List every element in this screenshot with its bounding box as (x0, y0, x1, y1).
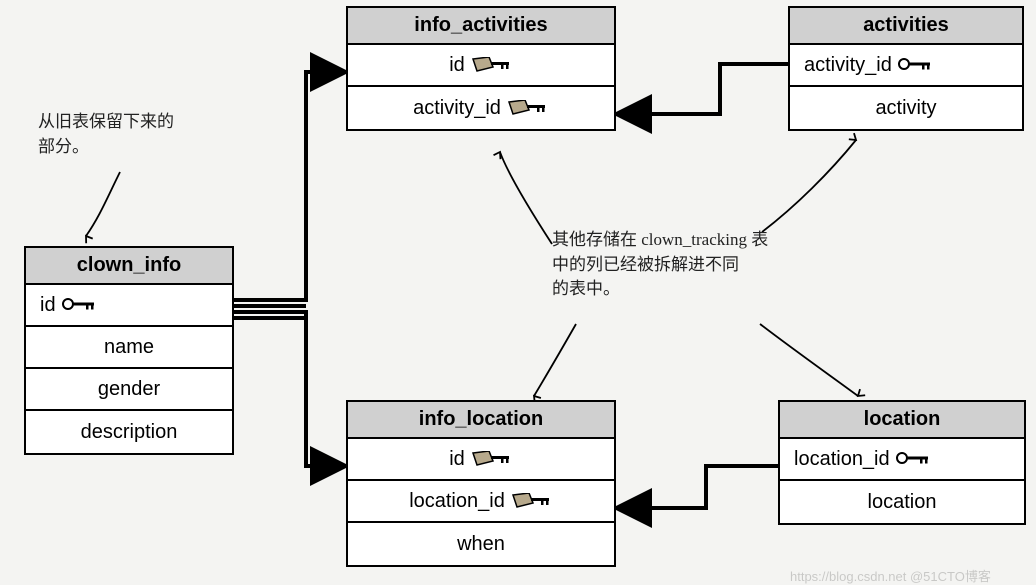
table-activities: activities activity_id activity (788, 6, 1024, 131)
table-row: location_id (780, 439, 1024, 481)
foreign-key-icon (507, 100, 549, 116)
col-label: id (40, 294, 56, 317)
table-header: location (780, 402, 1024, 439)
table-row: name (26, 327, 232, 369)
annotation-middle: 其他存储在 clown_tracking 表 中的列已经被拆解进不同 的表中。 (552, 228, 768, 302)
table-header: info_location (348, 402, 614, 439)
table-header: clown_info (26, 248, 232, 285)
table-row: location_id (348, 481, 614, 523)
col-label: location_id (409, 490, 505, 513)
table-row: activity_id (790, 45, 1022, 87)
table-row: activity (790, 87, 1022, 129)
table-location: location location_id location (778, 400, 1026, 525)
col-label: location (868, 491, 937, 514)
annotation-left: 从旧表保留下来的 部分。 (38, 110, 174, 159)
col-label: location_id (794, 448, 890, 471)
table-header: info_activities (348, 8, 614, 45)
table-row: activity_id (348, 87, 614, 129)
col-label: activity (875, 97, 936, 120)
table-row: gender (26, 369, 232, 411)
table-row: id (348, 45, 614, 87)
table-clown-info: clown_info id name gender description (24, 246, 234, 455)
table-row: id (26, 285, 232, 327)
foreign-key-icon (471, 57, 513, 73)
table-info-activities: info_activities id activity_id (346, 6, 616, 131)
col-label: activity_id (804, 54, 892, 77)
primary-key-icon (896, 452, 934, 466)
table-row: location (780, 481, 1024, 523)
col-label: when (457, 533, 505, 556)
watermark-text: https://blog.csdn.net @51CTO博客 (790, 566, 991, 585)
foreign-key-icon (471, 451, 513, 467)
col-label: gender (98, 378, 160, 401)
primary-key-icon (898, 58, 936, 72)
col-label: description (81, 421, 178, 444)
col-label: id (449, 54, 465, 77)
table-info-location: info_location id location_id when (346, 400, 616, 567)
table-row: when (348, 523, 614, 565)
table-row: description (26, 411, 232, 453)
col-label: name (104, 336, 154, 359)
table-header: activities (790, 8, 1022, 45)
primary-key-icon (62, 298, 100, 312)
col-label: activity_id (413, 97, 501, 120)
col-label: id (449, 448, 465, 471)
table-row: id (348, 439, 614, 481)
foreign-key-icon (511, 493, 553, 509)
